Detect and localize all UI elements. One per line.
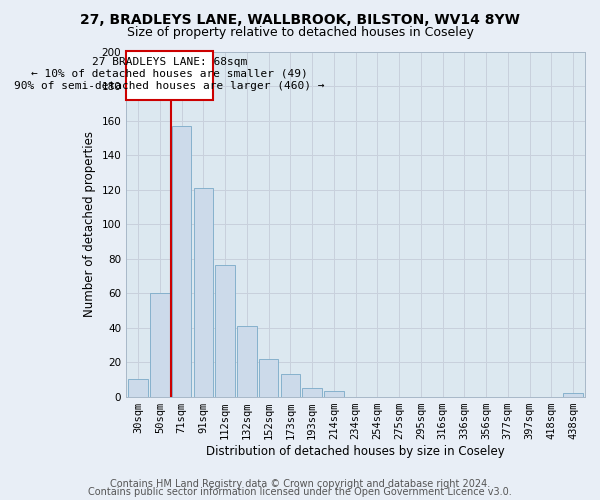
Text: 27 BRADLEYS LANE: 68sqm: 27 BRADLEYS LANE: 68sqm (92, 56, 247, 66)
Bar (237, 326, 257, 396)
Bar (281, 374, 300, 396)
Text: Contains HM Land Registry data © Crown copyright and database right 2024.: Contains HM Land Registry data © Crown c… (110, 479, 490, 489)
Bar (126, 52, 213, 100)
Bar (563, 393, 583, 396)
Bar (128, 380, 148, 396)
Bar (324, 392, 344, 396)
Bar (302, 388, 322, 396)
Bar (194, 188, 213, 396)
Text: Contains public sector information licensed under the Open Government Licence v3: Contains public sector information licen… (88, 487, 512, 497)
Bar (259, 358, 278, 397)
Text: Size of property relative to detached houses in Coseley: Size of property relative to detached ho… (127, 26, 473, 39)
Bar (150, 293, 170, 397)
Bar (172, 126, 191, 396)
Bar (215, 266, 235, 396)
X-axis label: Distribution of detached houses by size in Coseley: Distribution of detached houses by size … (206, 444, 505, 458)
Text: 27, BRADLEYS LANE, WALLBROOK, BILSTON, WV14 8YW: 27, BRADLEYS LANE, WALLBROOK, BILSTON, W… (80, 12, 520, 26)
Text: ← 10% of detached houses are smaller (49): ← 10% of detached houses are smaller (49… (31, 69, 308, 79)
Y-axis label: Number of detached properties: Number of detached properties (83, 131, 96, 317)
Text: 90% of semi-detached houses are larger (460) →: 90% of semi-detached houses are larger (… (14, 81, 325, 91)
